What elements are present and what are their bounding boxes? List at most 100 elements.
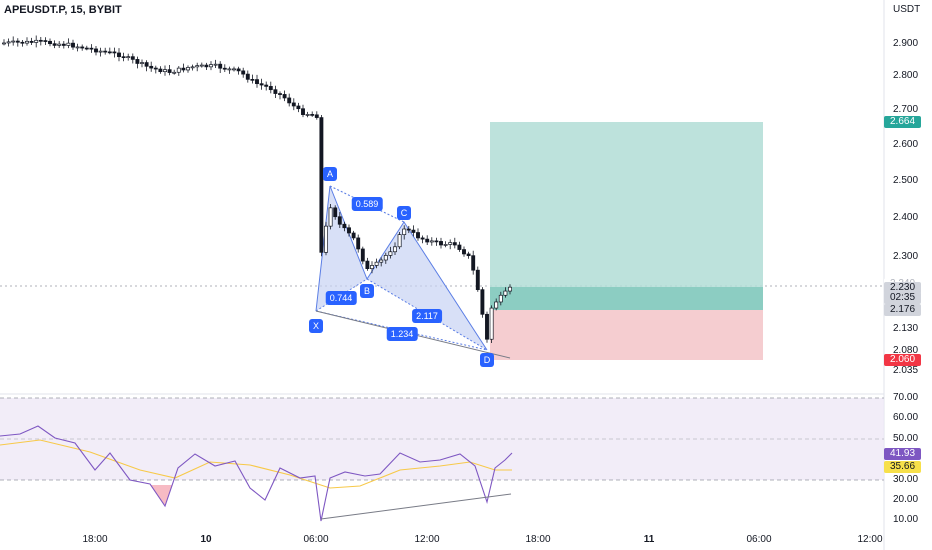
pattern-point-x[interactable]: X	[309, 319, 323, 333]
price-tick: 2.400	[893, 212, 919, 223]
rsi-ma-line	[0, 439, 512, 489]
candle-body	[204, 64, 209, 68]
candle-body	[411, 229, 416, 233]
price-tick: 2.900	[893, 38, 919, 49]
stop-zone[interactable]	[490, 310, 763, 360]
price-tick: 2.700	[893, 104, 919, 115]
rsi-tick: 50.00	[893, 433, 919, 444]
candle-body	[314, 114, 319, 118]
candle-body	[480, 289, 485, 315]
candle-body	[232, 68, 236, 71]
candle-body	[434, 240, 439, 243]
candle-body	[337, 216, 342, 225]
candle-body	[20, 41, 25, 44]
candle-body	[397, 234, 402, 248]
last-price-tag: 2.230	[884, 282, 921, 294]
candle-body	[11, 40, 16, 43]
candle-body	[222, 67, 227, 70]
price-tick: 2.500	[893, 175, 919, 186]
candle-body	[144, 62, 149, 67]
time-label: 18:00	[525, 534, 551, 545]
candle-body	[365, 260, 370, 269]
target-zone[interactable]	[490, 122, 763, 287]
candle-body	[374, 261, 379, 266]
candle-body	[416, 232, 420, 239]
currency-label[interactable]: USDT	[893, 4, 921, 15]
candle-body	[71, 42, 75, 48]
candle-body	[319, 117, 324, 253]
candle-body	[80, 46, 85, 49]
candle-body	[61, 43, 66, 46]
candle-body	[282, 94, 287, 99]
time-label: 06:00	[746, 534, 772, 545]
candle-body	[388, 251, 393, 256]
candle-body	[2, 42, 6, 45]
candle-body	[29, 40, 34, 43]
symbol-title[interactable]: APEUSDT.P, 15, BYBIT	[4, 4, 122, 16]
candle-body	[34, 39, 39, 43]
candle-body	[466, 253, 471, 257]
candle-body	[135, 59, 140, 64]
pattern-point-b[interactable]: B	[360, 284, 374, 298]
candle-body	[443, 244, 448, 246]
ratio-label: 0.589	[351, 197, 383, 211]
candle-body	[84, 47, 89, 50]
candle-body	[163, 69, 167, 73]
candle-body	[181, 67, 186, 71]
open-profit-zone	[490, 287, 763, 310]
candle-body	[213, 63, 218, 66]
candle-body	[255, 79, 259, 85]
candle-body	[457, 244, 462, 250]
candle-body	[342, 223, 347, 229]
divergence-line-rsi[interactable]	[320, 493, 512, 520]
candle-body	[121, 56, 126, 59]
candle-body	[149, 65, 154, 69]
entry-price-tag: 2.176	[884, 304, 921, 316]
candle-body	[117, 52, 121, 58]
candle-body	[57, 43, 62, 46]
rsi-ma-tag: 35.66	[884, 461, 921, 473]
rsi-line	[0, 425, 513, 522]
candle-body	[347, 227, 351, 234]
candle-body	[172, 71, 177, 74]
candle-body	[475, 269, 480, 291]
candle-body	[218, 63, 223, 69]
candle-body	[301, 108, 305, 115]
candle-body	[43, 40, 48, 42]
candle-body	[250, 78, 255, 81]
candle-body	[6, 41, 11, 44]
candle-body	[360, 248, 365, 262]
candle-body	[296, 105, 301, 110]
time-label: 06:00	[303, 534, 329, 545]
pattern-bcd	[367, 222, 487, 350]
candle-body	[158, 68, 163, 73]
pattern-point-d[interactable]: D	[480, 353, 494, 367]
candle-body	[25, 40, 29, 44]
target-price-tag: 2.664	[884, 116, 921, 128]
candle-body	[333, 207, 338, 218]
candle-body	[227, 68, 232, 71]
pattern-point-c[interactable]: C	[397, 206, 411, 220]
candle-body	[140, 62, 144, 64]
candle-body	[264, 84, 269, 87]
price-tick: 2.800	[893, 70, 919, 81]
candle-body	[420, 237, 425, 240]
candle-body	[425, 238, 430, 243]
candle-body	[236, 68, 241, 72]
price-tick: 2.080	[893, 345, 919, 356]
candle-body	[498, 294, 503, 303]
rsi-tick: 20.00	[893, 494, 919, 505]
candle-body	[75, 46, 80, 49]
time-label: 10	[200, 534, 212, 545]
candle-body	[112, 51, 117, 54]
pattern-point-a[interactable]: A	[323, 167, 337, 181]
candle-body	[310, 114, 315, 116]
candle-body	[167, 69, 172, 73]
candle-body	[153, 67, 158, 70]
candle-body	[103, 50, 108, 53]
time-label: 11	[643, 534, 655, 545]
candle-body	[489, 307, 494, 340]
candle-body	[259, 83, 264, 86]
candle-body	[508, 286, 512, 292]
